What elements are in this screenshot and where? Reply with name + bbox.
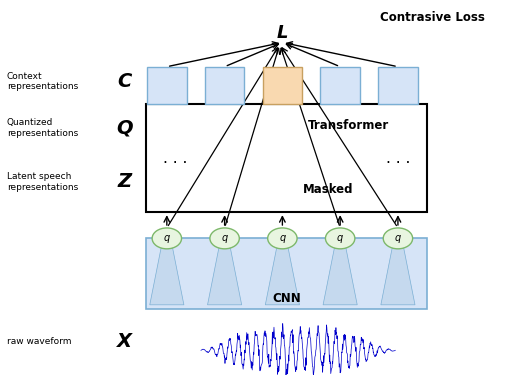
Text: Masked: Masked (303, 183, 354, 196)
FancyBboxPatch shape (163, 243, 171, 248)
Text: raw waveform: raw waveform (7, 337, 71, 346)
Text: Latent speech
representations: Latent speech representations (7, 172, 78, 192)
Text: Quantized
representations: Quantized representations (7, 118, 78, 138)
Circle shape (268, 228, 297, 249)
Circle shape (210, 228, 239, 249)
Text: q: q (279, 233, 286, 243)
Text: Z: Z (118, 173, 132, 191)
FancyBboxPatch shape (279, 243, 286, 248)
Circle shape (152, 228, 182, 249)
Polygon shape (265, 248, 299, 305)
Text: X: X (117, 332, 133, 350)
FancyBboxPatch shape (336, 243, 344, 248)
FancyBboxPatch shape (320, 67, 360, 104)
Text: . . .: . . . (163, 151, 187, 166)
Text: Context
representations: Context representations (7, 72, 78, 91)
Circle shape (383, 228, 413, 249)
Circle shape (325, 228, 355, 249)
FancyBboxPatch shape (378, 67, 418, 104)
Polygon shape (208, 248, 242, 305)
FancyBboxPatch shape (147, 67, 186, 104)
Text: L: L (277, 24, 288, 42)
Text: q: q (221, 233, 228, 243)
Text: Contrasive Loss: Contrasive Loss (380, 11, 485, 24)
Text: C: C (118, 72, 132, 91)
Polygon shape (150, 248, 184, 305)
Polygon shape (323, 248, 357, 305)
FancyBboxPatch shape (205, 67, 244, 104)
FancyBboxPatch shape (263, 67, 302, 104)
Polygon shape (381, 248, 415, 305)
FancyBboxPatch shape (394, 243, 402, 248)
FancyBboxPatch shape (146, 238, 427, 309)
Text: Q: Q (117, 118, 133, 137)
Text: . . .: . . . (386, 151, 410, 166)
Text: CNN: CNN (272, 293, 301, 305)
Text: q: q (337, 233, 343, 243)
Text: q: q (395, 233, 401, 243)
FancyBboxPatch shape (221, 243, 228, 248)
Text: q: q (164, 233, 170, 243)
Text: Transformer: Transformer (307, 119, 389, 132)
FancyBboxPatch shape (146, 104, 427, 212)
